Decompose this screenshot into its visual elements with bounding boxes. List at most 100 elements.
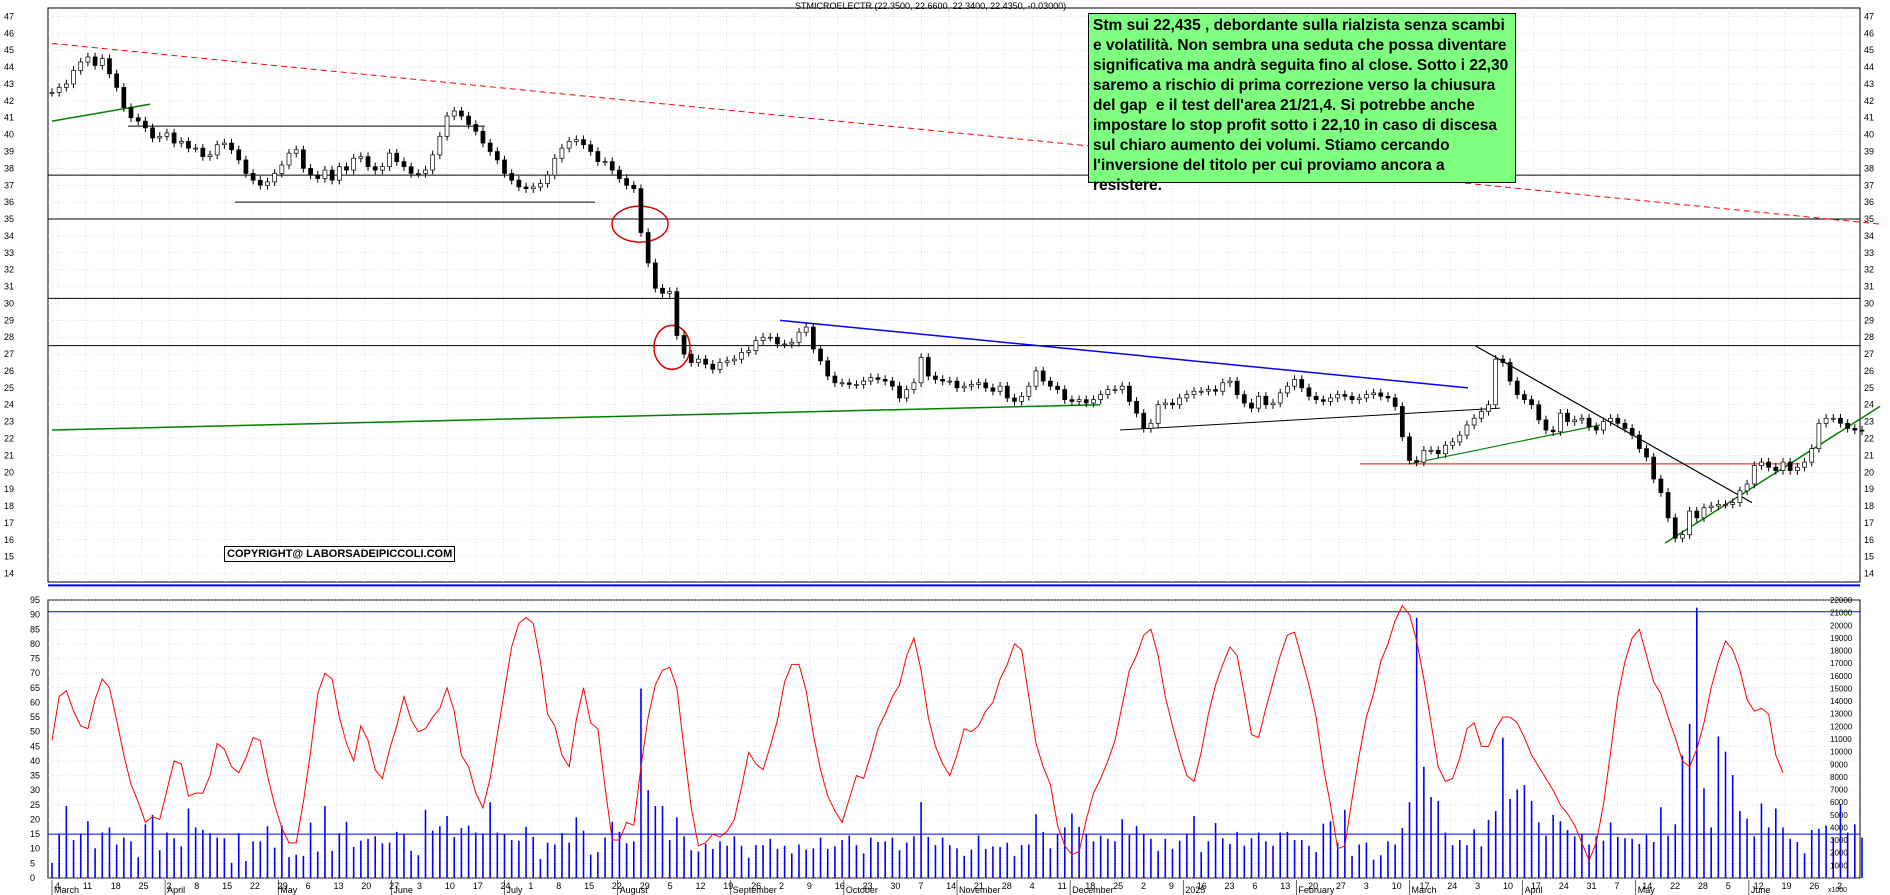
price-candle: [1306, 387, 1312, 397]
day-tick-label: 15: [584, 881, 594, 891]
price-candle: [696, 358, 701, 363]
price-candle: [430, 154, 436, 171]
day-tick-label: 25: [1113, 881, 1123, 891]
volume-tick-label: 7000: [1830, 786, 1848, 795]
price-tick-label-left: 29: [4, 315, 14, 325]
price-candle: [1586, 417, 1592, 428]
price-tick-label-left: 45: [4, 45, 14, 55]
price-candle: [1601, 421, 1606, 431]
price-candle: [1292, 379, 1297, 387]
new-uptrend-line: [1664, 405, 1881, 544]
price-tick-label-right: 47: [1864, 11, 1874, 21]
price-candle: [1206, 389, 1211, 392]
price-candle: [243, 159, 249, 174]
day-tick-label: 13: [333, 881, 343, 891]
price-candle: [1579, 417, 1585, 421]
price-candle: [1859, 429, 1865, 432]
price-candle: [530, 186, 536, 189]
price-candle: [301, 149, 306, 169]
day-tick-label: 21: [974, 881, 984, 891]
day-tick-label: 29: [278, 881, 288, 891]
day-tick-label: 23: [863, 881, 873, 891]
price-candle: [1522, 394, 1527, 401]
price-candle: [1069, 399, 1075, 402]
price-candle: [487, 142, 493, 152]
price-tick-label-left: 21: [4, 450, 14, 460]
price-candle: [818, 348, 823, 362]
price-candle: [760, 336, 766, 341]
price-candle: [401, 161, 407, 168]
price-tick-label-left: 18: [4, 501, 14, 511]
price-candle: [925, 357, 931, 377]
oscillator-tick-label: 80: [30, 639, 40, 649]
price-candle: [1457, 434, 1463, 443]
price-candle: [1378, 392, 1384, 397]
price-tick-label-right: 22: [1864, 434, 1874, 444]
price-candle: [796, 331, 802, 343]
price-candle: [1320, 399, 1326, 402]
price-candle: [940, 379, 945, 382]
volume-tick-label: 9000: [1830, 760, 1848, 769]
oscillator-tick-label: 50: [30, 727, 40, 737]
price-candle: [703, 358, 708, 365]
price-tick-label-right: 25: [1864, 383, 1874, 393]
price-candle: [1672, 517, 1678, 539]
month-label: April: [167, 885, 185, 895]
price-candle: [516, 179, 522, 188]
price-candle: [624, 178, 629, 186]
month-label: December: [1072, 885, 1114, 895]
oscillator-tick-label: 95: [30, 595, 40, 605]
price-tick-label-right: 44: [1864, 62, 1874, 72]
price-candle: [882, 379, 888, 382]
oscillator-tick-label: 45: [30, 741, 40, 751]
price-candle: [49, 92, 55, 94]
price-candle: [803, 326, 809, 333]
price-candle: [365, 156, 371, 168]
price-tick-label-right: 34: [1864, 231, 1874, 241]
day-tick-label: 26: [1809, 881, 1819, 891]
day-tick-label: 4: [55, 881, 60, 891]
price-candle: [1514, 380, 1520, 395]
price-candle: [1845, 422, 1850, 429]
price-tick-label-right: 33: [1864, 248, 1874, 258]
price-tick-label-left: 37: [4, 180, 14, 190]
price-tick-label-left: 32: [4, 265, 14, 275]
price-candle: [1112, 389, 1118, 391]
price-candle: [739, 352, 744, 360]
price-candle: [473, 124, 479, 132]
price-tick-label-left: 44: [4, 62, 14, 72]
price-candle: [1062, 389, 1068, 401]
price-candle: [265, 181, 270, 186]
oscillator-tick-label: 55: [30, 712, 40, 722]
price-tick-label-left: 38: [4, 163, 14, 173]
day-tick-label: 8: [194, 881, 199, 891]
price-tick-label-left: 14: [4, 569, 14, 579]
price-candle: [1313, 395, 1319, 401]
volume-panel-frame: [47, 599, 1861, 879]
price-tick-label-right: 20: [1864, 467, 1874, 477]
price-candle: [423, 169, 428, 174]
price-candle: [408, 166, 414, 174]
price-candle: [1838, 417, 1843, 424]
price-candle: [1759, 461, 1764, 466]
price-candle: [825, 360, 831, 377]
triangle-lower-line: [1119, 407, 1501, 431]
price-candle: [56, 86, 62, 93]
price-candle: [71, 70, 76, 85]
price-tick-label-left: 34: [4, 231, 14, 241]
price-candle: [1507, 362, 1513, 382]
price-candle: [1694, 510, 1700, 519]
price-candle: [380, 166, 385, 171]
price-tick-label-right: 39: [1864, 147, 1874, 157]
price-candle: [1091, 399, 1096, 404]
month-label: 2025: [1185, 885, 1205, 895]
price-candle: [193, 147, 199, 150]
day-tick-label: 17: [1419, 881, 1429, 891]
price-candle: [344, 166, 349, 171]
price-candle: [947, 380, 953, 383]
volume-tick-label: 16000: [1830, 672, 1853, 681]
price-candle: [1141, 412, 1147, 429]
day-tick-label: 12: [695, 881, 705, 891]
price-candle: [1622, 422, 1628, 429]
price-candle: [459, 110, 464, 117]
